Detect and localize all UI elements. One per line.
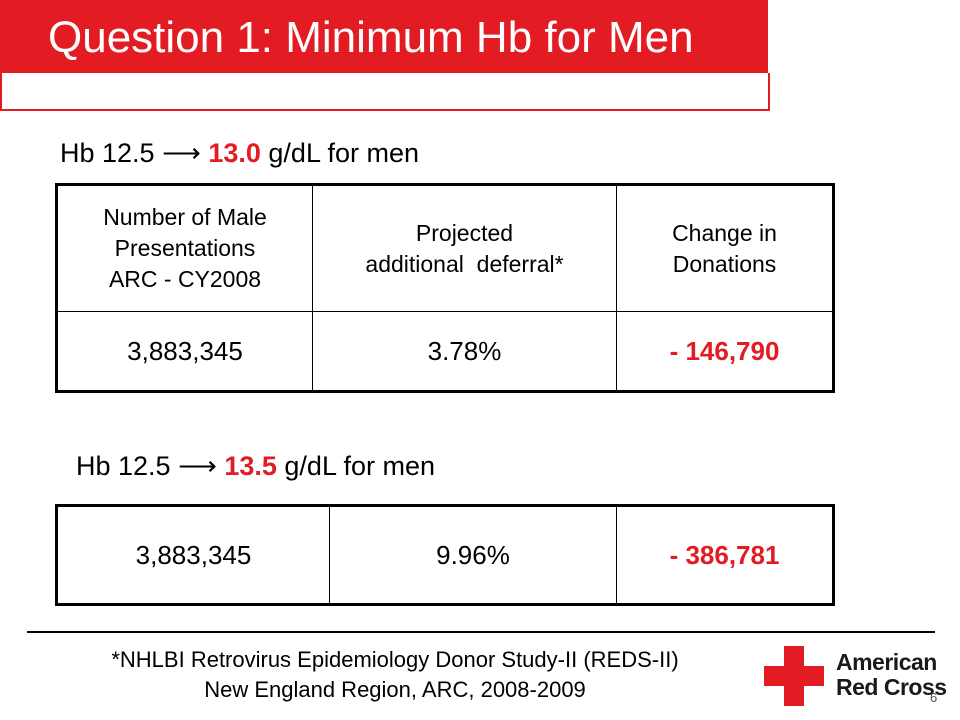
deferral-table-13-0: Number of Male Presentations ARC - CY200… [55,183,835,393]
scenario-heading-13-5: Hb 12.5 ⟶ 13.5 g/dL for men [76,450,435,482]
title-underline-box [0,73,770,111]
logo-text: American Red Cross [836,649,947,700]
cell-deferral: 9.96% [329,505,617,605]
cell-presentations: 3,883,345 [56,311,313,392]
cell-deferral: 3.78% [312,311,617,392]
red-cross-icon [764,646,824,706]
heading-prefix: Hb 12.5 [76,451,171,481]
scenario-heading-13-0: Hb 12.5 ⟶ 13.0 g/dL for men [60,137,419,169]
table-row: 3,883,345 9.96% - 386,781 [56,505,834,605]
cell-donation-change: - 386,781 [616,505,834,605]
header-projected-deferral: Projected additional deferral* [312,184,617,312]
heading-suffix: g/dL for men [268,138,419,168]
heading-value: 13.0 [208,138,261,168]
footnote-line-2: New England Region, ARC, 2008-2009 [204,677,586,702]
page-number: 6 [930,690,938,705]
deferral-table-13-5: 3,883,345 9.96% - 386,781 [55,504,835,606]
footnote-line-1: *NHLBI Retrovirus Epidemiology Donor Stu… [111,647,679,672]
header-male-presentations: Number of Male Presentations ARC - CY200… [56,184,313,312]
cell-presentations: 3,883,345 [56,505,330,605]
heading-value: 13.5 [224,451,277,481]
cell-donation-change: - 146,790 [616,311,834,392]
slide-title: Question 1: Minimum Hb for Men [48,13,694,62]
footer-divider [27,631,935,633]
table-header-row: Number of Male Presentations ARC - CY200… [56,184,834,312]
heading-prefix: Hb 12.5 [60,138,155,168]
arrow-icon: ⟶ [162,138,201,168]
title-bar: Question 1: Minimum Hb for Men [0,0,768,73]
heading-suffix: g/dL for men [284,451,435,481]
footnote: *NHLBI Retrovirus Epidemiology Donor Stu… [30,645,760,705]
arrow-icon: ⟶ [178,451,217,481]
table-row: 3,883,345 3.78% - 146,790 [56,311,834,392]
header-change-donations: Change in Donations [616,184,834,312]
